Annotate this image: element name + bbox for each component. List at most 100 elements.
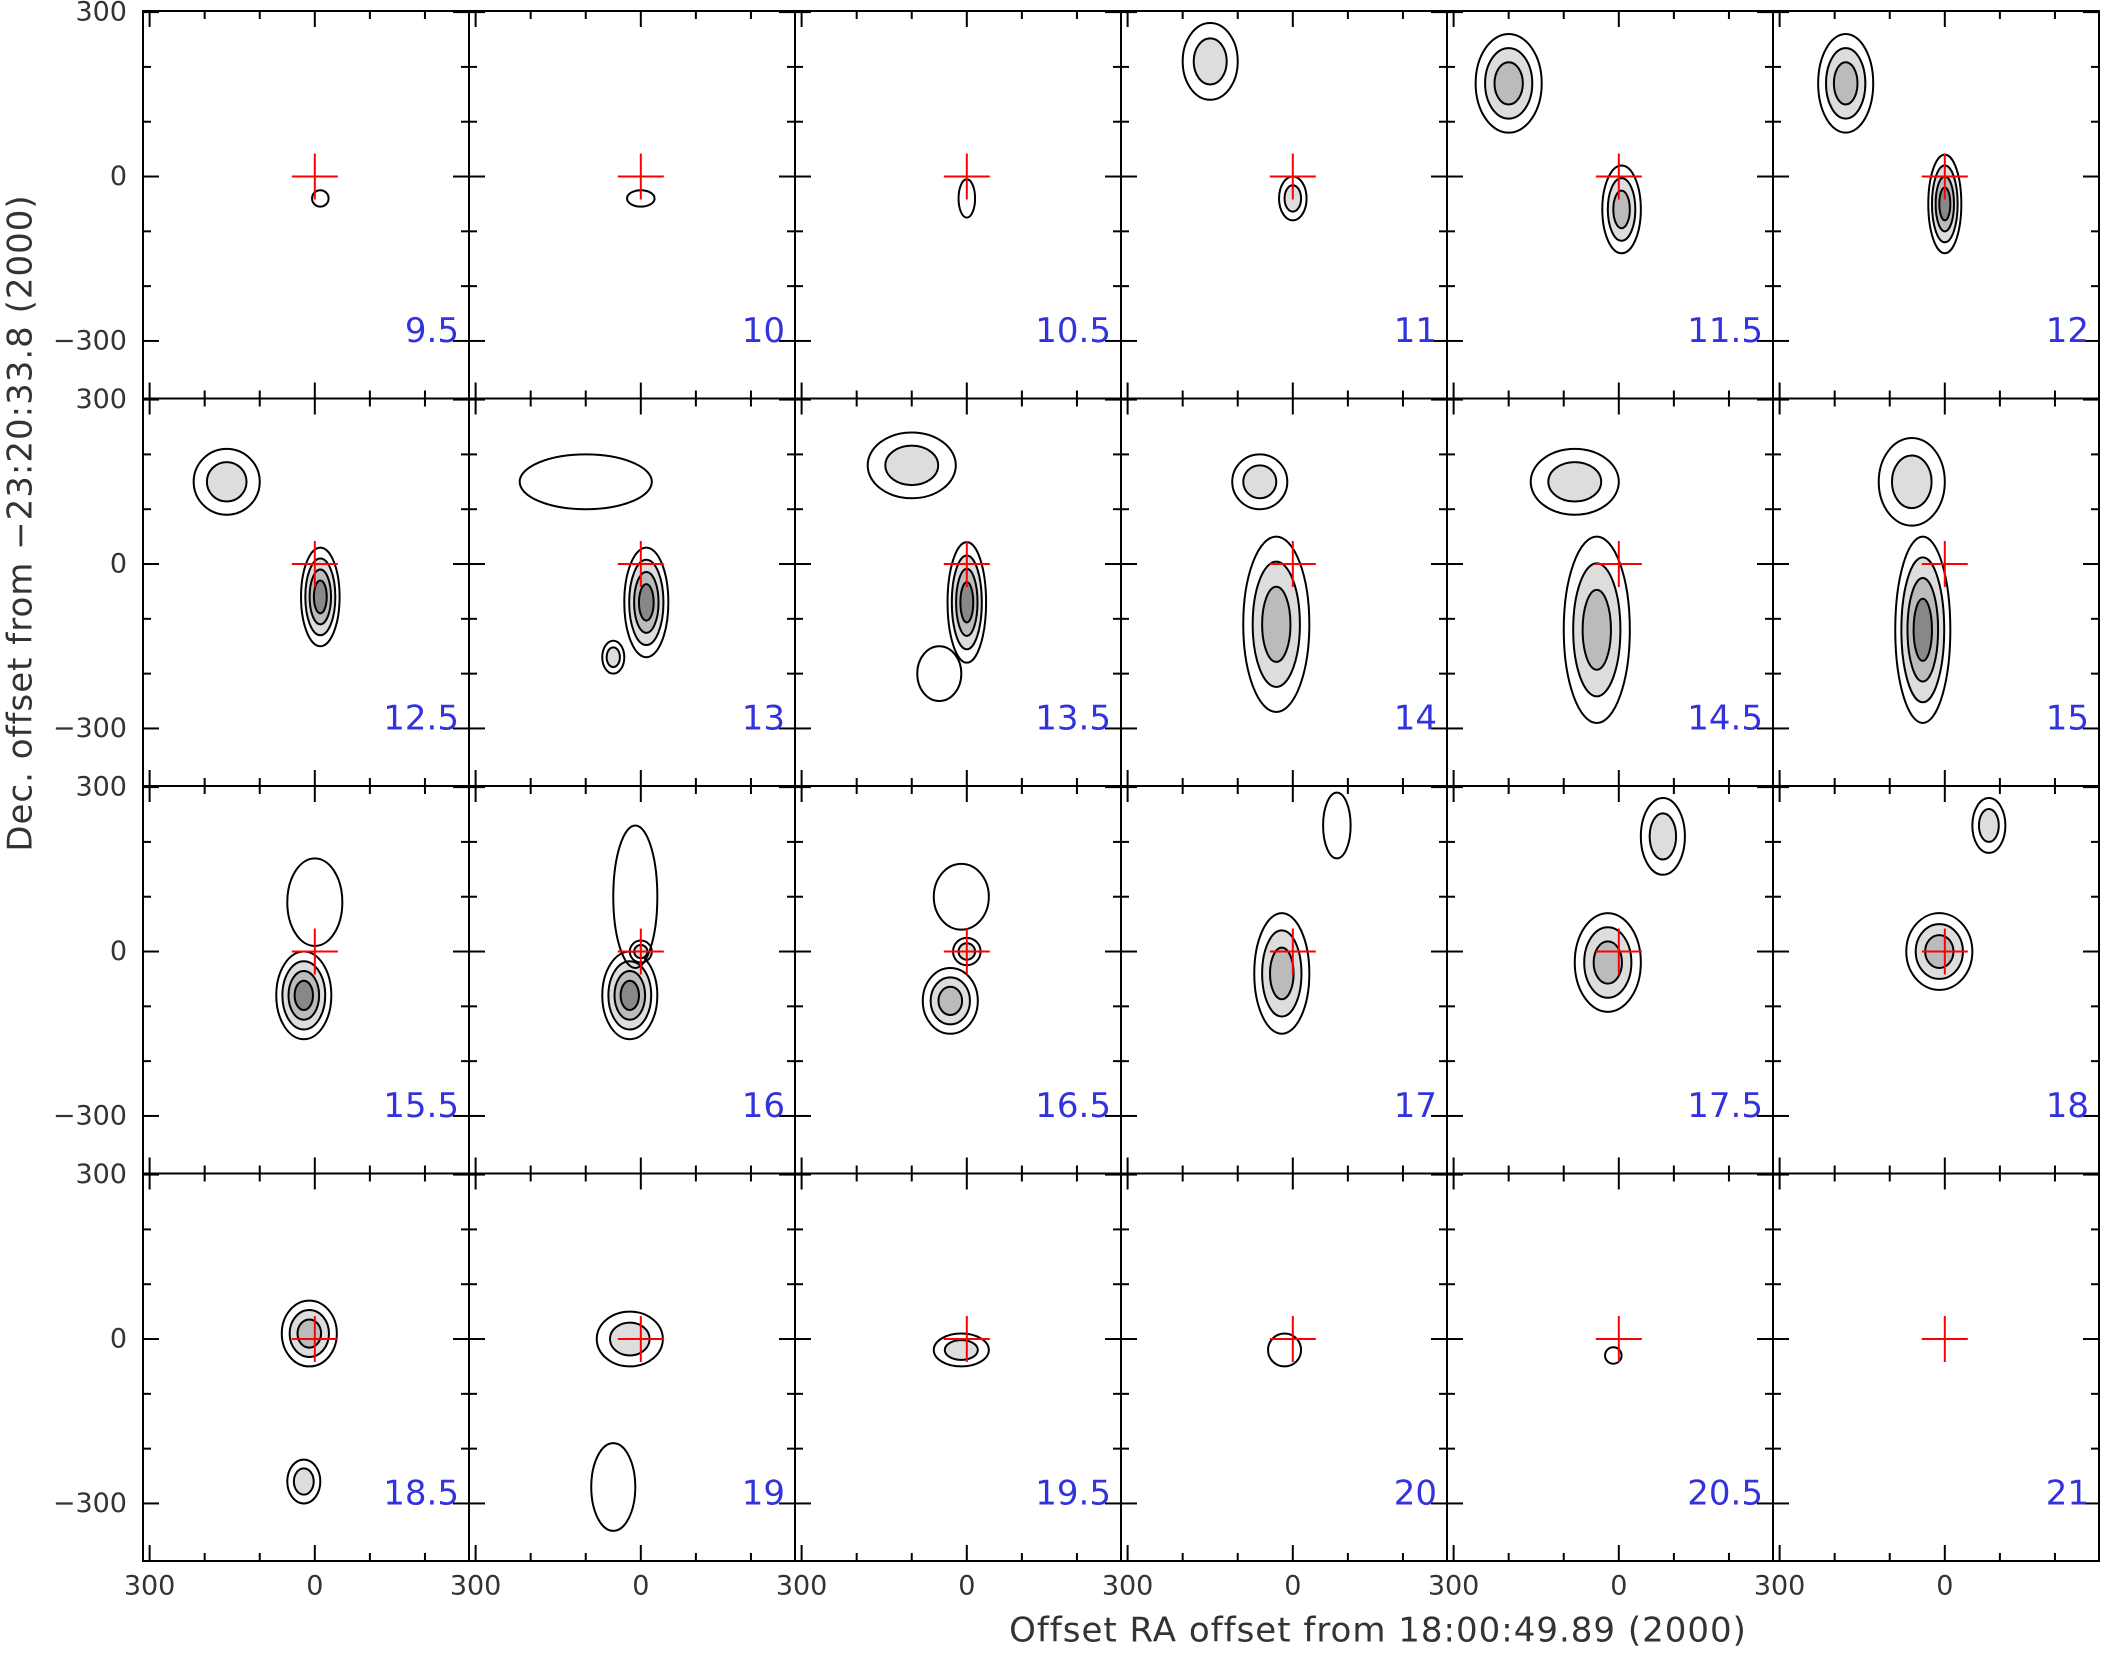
channel-label: 16.5 bbox=[1035, 1086, 1111, 1126]
y-tick-label: 0 bbox=[110, 161, 127, 192]
contour bbox=[312, 579, 328, 615]
contour bbox=[1547, 461, 1603, 503]
channel-label: 11 bbox=[1394, 311, 1437, 351]
contour bbox=[1493, 61, 1524, 106]
contour bbox=[1474, 33, 1543, 134]
contour bbox=[1604, 1346, 1623, 1365]
channel-label: 16 bbox=[742, 1086, 785, 1126]
channel-label: 18.5 bbox=[383, 1474, 459, 1514]
contour bbox=[1832, 61, 1859, 106]
contour bbox=[1242, 535, 1311, 714]
channel-label: 9.5 bbox=[405, 311, 459, 351]
contour bbox=[1261, 585, 1292, 663]
contour bbox=[1648, 812, 1678, 861]
x-tick-label: 0 bbox=[1936, 1571, 1953, 1602]
channel-label: 17.5 bbox=[1687, 1086, 1763, 1126]
contour bbox=[916, 645, 963, 703]
channel-label: 14.5 bbox=[1687, 699, 1763, 739]
contour bbox=[1890, 454, 1933, 510]
contour bbox=[605, 646, 621, 669]
channel-label: 15.5 bbox=[383, 1086, 459, 1126]
contour bbox=[296, 1318, 323, 1349]
contour bbox=[1894, 535, 1952, 724]
contour bbox=[637, 583, 655, 622]
x-tick-label: 0 bbox=[306, 1571, 323, 1602]
contour bbox=[1877, 436, 1946, 527]
channel-label: 19.5 bbox=[1035, 1474, 1111, 1514]
x-tick-label: 300 bbox=[776, 1571, 828, 1602]
contour bbox=[937, 985, 964, 1016]
contour bbox=[300, 546, 341, 648]
contour bbox=[866, 431, 957, 500]
y-tick-label: −300 bbox=[53, 325, 127, 356]
contour bbox=[311, 189, 330, 208]
contour bbox=[1268, 946, 1295, 1001]
contour bbox=[590, 1442, 637, 1532]
contour bbox=[612, 824, 659, 969]
contour bbox=[884, 444, 940, 487]
x-tick-label: 0 bbox=[958, 1571, 975, 1602]
channel-label: 15 bbox=[2046, 699, 2089, 739]
x-tick-label: 300 bbox=[1102, 1571, 1154, 1602]
y-tick-label: 300 bbox=[75, 1159, 127, 1190]
channel-label: 19 bbox=[742, 1474, 785, 1514]
contour bbox=[1971, 797, 2007, 854]
y-tick-label: −300 bbox=[53, 1100, 127, 1131]
contour bbox=[1581, 588, 1612, 671]
contour bbox=[1529, 447, 1620, 516]
contour bbox=[1231, 453, 1289, 511]
y-tick-label: 300 bbox=[75, 0, 127, 28]
x-tick-label: 0 bbox=[1610, 1571, 1627, 1602]
contour bbox=[292, 1467, 315, 1496]
y-tick-label: 0 bbox=[110, 1324, 127, 1355]
contour bbox=[1322, 791, 1352, 860]
channel-label: 10.5 bbox=[1035, 311, 1111, 351]
channel-label: 14 bbox=[1394, 699, 1437, 739]
x-tick-label: 300 bbox=[1754, 1571, 1806, 1602]
contour bbox=[932, 862, 990, 931]
contour bbox=[1267, 1332, 1303, 1368]
contour bbox=[280, 1299, 338, 1368]
x-axis-label: Offset RA offset from 18:00:49.89 (2000) bbox=[1009, 1611, 1747, 1651]
contour bbox=[619, 979, 640, 1011]
contour bbox=[1592, 940, 1623, 985]
channel-label: 17 bbox=[1394, 1086, 1437, 1126]
contour bbox=[1192, 37, 1228, 86]
contour bbox=[1573, 912, 1642, 1013]
contour bbox=[518, 453, 653, 511]
channel-label: 18 bbox=[2046, 1086, 2089, 1126]
x-tick-label: 300 bbox=[1428, 1571, 1480, 1602]
contour bbox=[1912, 597, 1933, 662]
contour bbox=[1905, 912, 1974, 991]
x-tick-label: 300 bbox=[450, 1571, 502, 1602]
contour bbox=[1612, 189, 1631, 230]
channel-label: 20 bbox=[1394, 1474, 1437, 1514]
contour bbox=[959, 581, 975, 624]
y-tick-label: −300 bbox=[53, 1488, 127, 1519]
contour bbox=[1977, 808, 2000, 843]
contour bbox=[1242, 464, 1278, 500]
contour bbox=[1181, 22, 1239, 101]
contour bbox=[1562, 535, 1631, 724]
panel-frame bbox=[1772, 1172, 2100, 1562]
contour bbox=[1817, 33, 1875, 134]
contour bbox=[293, 979, 314, 1011]
y-axis-label: Dec. offset from −23:20:33.8 (2000) bbox=[1, 194, 41, 851]
contour bbox=[205, 461, 248, 503]
channel-label: 21 bbox=[2046, 1474, 2089, 1514]
channel-label: 13 bbox=[742, 699, 785, 739]
y-tick-label: 300 bbox=[75, 384, 127, 415]
x-tick-label: 0 bbox=[632, 1571, 649, 1602]
channel-label: 12.5 bbox=[383, 699, 459, 739]
contour bbox=[1639, 797, 1686, 876]
x-tick-label: 300 bbox=[124, 1571, 176, 1602]
channel-label: 20.5 bbox=[1687, 1474, 1763, 1514]
contour bbox=[1601, 164, 1642, 255]
contour bbox=[192, 447, 261, 516]
contour bbox=[601, 639, 626, 675]
y-tick-label: 0 bbox=[110, 936, 127, 967]
contour bbox=[286, 1458, 322, 1505]
y-tick-label: −300 bbox=[53, 713, 127, 744]
contour bbox=[623, 546, 670, 659]
